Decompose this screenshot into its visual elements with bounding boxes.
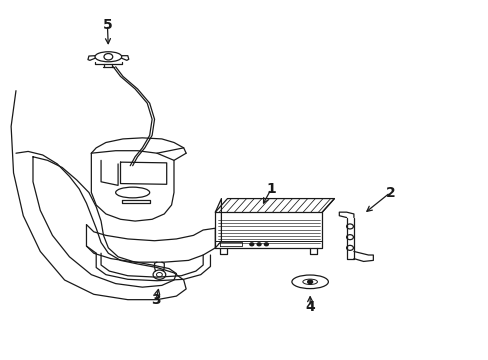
Text: 1: 1 — [266, 182, 276, 196]
Circle shape — [264, 243, 268, 246]
Text: 3: 3 — [151, 293, 161, 307]
Circle shape — [249, 243, 253, 246]
Circle shape — [307, 280, 312, 284]
Text: 4: 4 — [305, 300, 314, 314]
Circle shape — [257, 243, 261, 246]
Text: 2: 2 — [385, 185, 394, 199]
Text: 5: 5 — [102, 18, 112, 32]
